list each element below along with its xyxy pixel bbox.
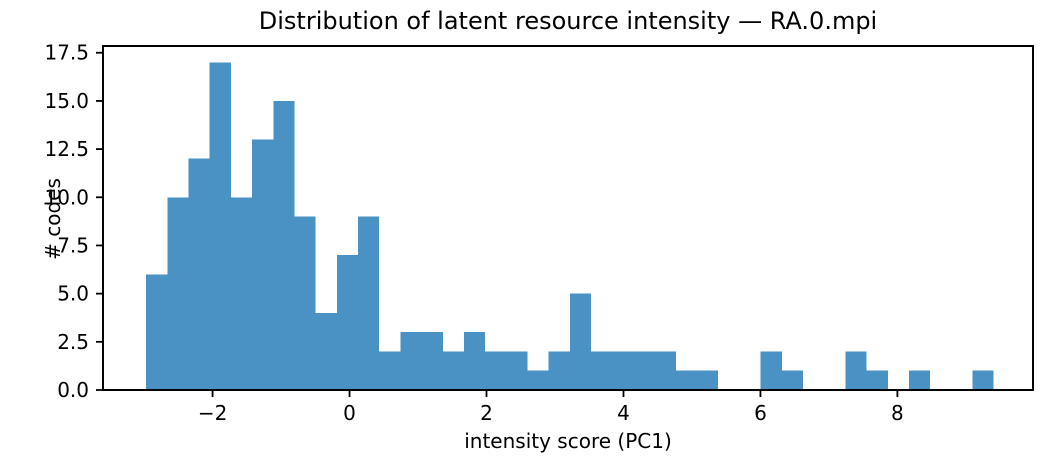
x-tick-label: 4 [617,401,630,425]
x-tick-label: 8 [891,401,904,425]
histogram-bar [188,158,210,390]
x-tick-label: 6 [754,401,767,425]
histogram-bar [252,139,274,390]
histogram-bar [167,197,189,390]
chart-title: Distribution of latent resource intensit… [258,7,878,35]
histogram-bar [336,255,359,390]
y-axis-label: # codes [41,178,65,260]
y-tick-label: 15.0 [44,89,89,113]
histogram-bar [230,197,253,390]
histogram-bar [421,332,443,390]
histogram-bar [612,351,634,390]
histogram-bar [146,274,168,390]
histogram-bar [697,370,719,390]
histogram-bar [400,332,422,390]
histogram-bar [294,216,316,390]
histogram-bar [209,62,231,390]
y-tick-label: 2.5 [57,330,89,354]
histogram-bar [527,370,549,390]
y-tick-label: 5.0 [57,282,89,306]
x-axis-label: intensity score (PC1) [464,429,672,453]
y-tick-label: 17.5 [44,41,89,65]
y-tick-label: 12.5 [44,137,89,161]
histogram-bar [781,370,803,390]
histogram-bar [315,312,337,390]
histogram-bar [442,351,464,390]
histogram-bar [908,370,931,390]
histogram-bar [506,351,528,390]
histogram-bar [591,351,613,390]
x-tick-label: −2 [198,401,227,425]
y-tick-label: 10.0 [44,185,89,209]
axes-spines [102,45,1034,391]
histogram-bar [866,370,888,390]
histogram-bar [273,100,295,391]
histogram-bar [485,351,507,390]
x-tick-label: 0 [343,401,356,425]
histogram-bar [633,351,655,390]
histogram-bar [972,370,994,390]
histogram-bar [548,351,570,390]
histogram-bar [463,332,486,390]
histogram-bar [379,351,401,390]
histogram-bar [358,216,380,390]
histogram-bar [569,293,592,390]
histogram-bar [654,351,676,390]
y-tick-label: 0.0 [57,378,89,402]
histogram-bar [675,370,698,390]
y-tick-label: 7.5 [57,233,89,257]
histogram-bar [760,351,782,390]
histogram-bar [845,351,867,390]
x-tick-label: 2 [480,401,493,425]
